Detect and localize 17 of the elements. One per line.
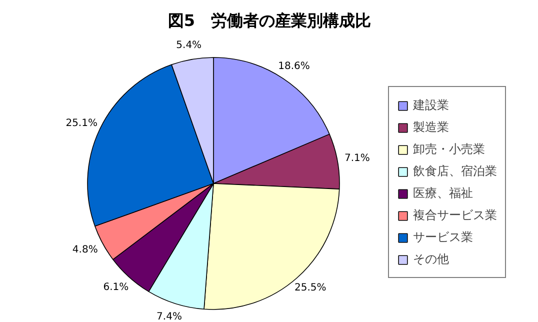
data-label: 25.5% bbox=[294, 282, 326, 294]
data-label: 25.1% bbox=[66, 118, 98, 129]
legend-label: サービス業 bbox=[413, 228, 473, 246]
data-label: 18.6% bbox=[278, 61, 310, 72]
data-label: 7.1% bbox=[344, 153, 370, 164]
data-label: 7.4% bbox=[156, 311, 182, 322]
chart-title: 図5 労働者の産業別構成比 bbox=[168, 11, 372, 30]
legend-label: 製造業 bbox=[413, 118, 449, 136]
legend-label: その他 bbox=[413, 250, 449, 268]
legend-label: 飲食店、宿泊業 bbox=[413, 162, 497, 180]
legend-label: 医療、福祉 bbox=[413, 184, 473, 202]
legend-label: 卸売・小売業 bbox=[413, 140, 485, 158]
data-label: 5.4% bbox=[176, 40, 202, 52]
legend-label: 建設業 bbox=[413, 96, 449, 114]
data-label: 4.8% bbox=[72, 244, 98, 256]
legend-label: 複合サービス業 bbox=[413, 206, 497, 224]
data-label: 6.1% bbox=[103, 282, 129, 294]
